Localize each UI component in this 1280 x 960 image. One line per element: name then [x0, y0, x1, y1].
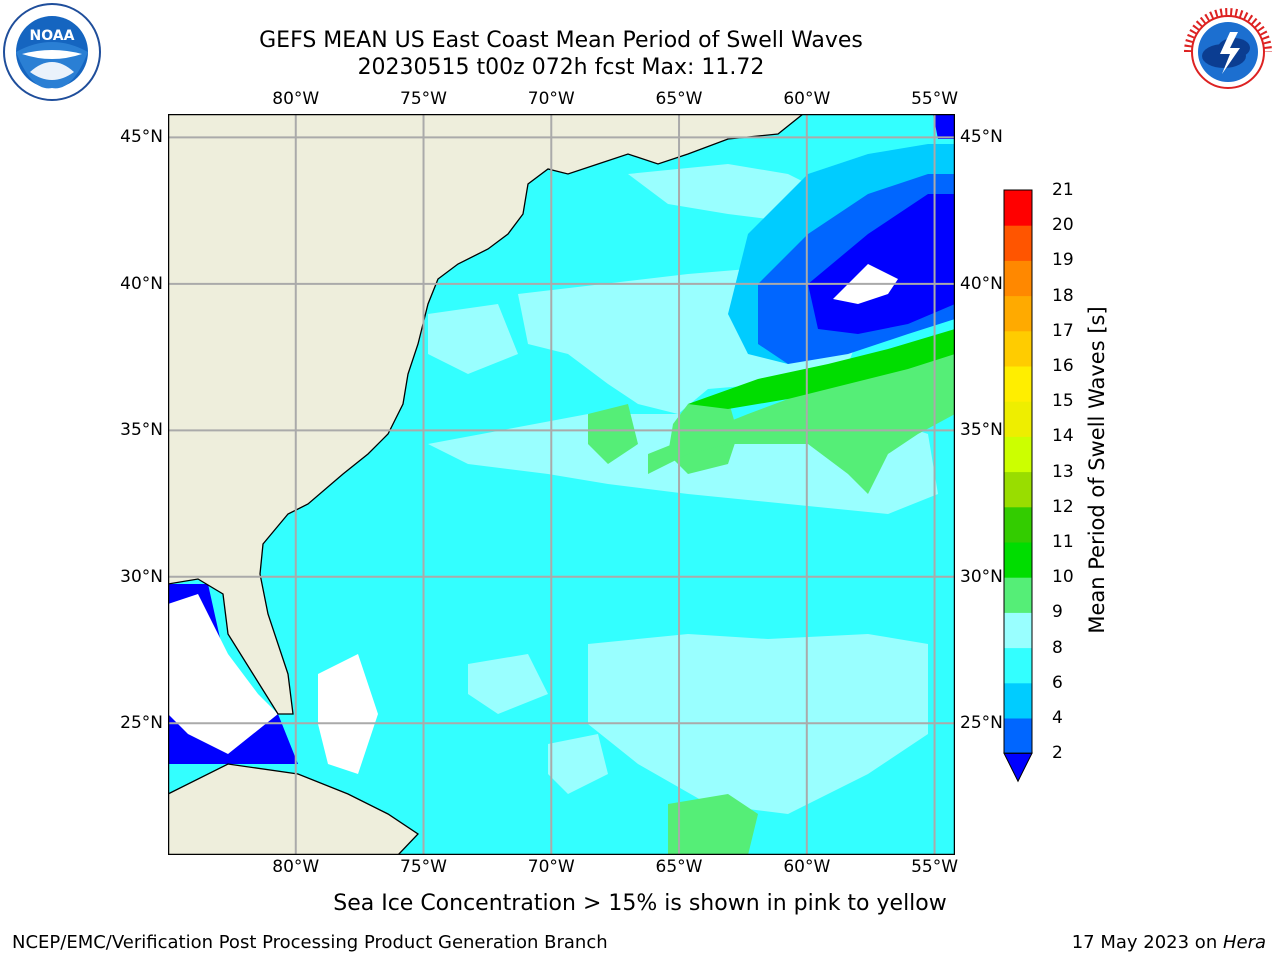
lon-tick-label: 55°W [911, 89, 959, 109]
colorbar-label: Mean Period of Swell Waves [s] [1085, 306, 1109, 634]
credit-date: 17 May 2023 on [1071, 932, 1223, 953]
lon-tick-label: 55°W [911, 857, 959, 877]
colorbar-segment [1004, 436, 1032, 473]
lon-tick-label: 80°W [272, 857, 320, 877]
lon-tick-label: 70°W [527, 857, 575, 877]
lat-tick-label: 40°N [120, 273, 163, 294]
colorbar-tick-label: 16 [1052, 356, 1074, 376]
colorbar-tick-label: 20 [1052, 215, 1074, 236]
lat-tick-label: 30°N [960, 566, 1003, 587]
colorbar-segment [1004, 295, 1032, 332]
lon-tick-label: 60°W [783, 857, 831, 877]
colorbar-segment [1004, 647, 1032, 684]
nws-logo-icon [1180, 4, 1276, 100]
colorbar-tick-label: 18 [1052, 285, 1074, 306]
period-10-11-patches [688, 329, 955, 409]
colorbar-tick-label: 14 [1052, 426, 1074, 447]
colorbar-segment [1004, 471, 1032, 508]
colorbar-under-arrow [1003, 752, 1033, 783]
lon-tick-label: 60°W [783, 89, 831, 109]
colorbar-tick-label: 15 [1052, 391, 1074, 412]
noaa-logo-text: NOAA [30, 28, 75, 44]
colorbar-segment [1004, 190, 1032, 226]
colorbar-tick-label: 21 [1052, 180, 1074, 200]
lat-tick-label: 40°N [960, 273, 1003, 294]
colorbar-outline [1003, 189, 1033, 754]
footnote: Sea Ice Concentration > 15% is shown in … [333, 891, 947, 916]
noaa-logo-icon: NOAA [3, 3, 101, 101]
lat-tick-label: 45°N [120, 127, 163, 148]
land-cuba [168, 763, 420, 855]
lon-tick-label: 65°W [655, 857, 703, 877]
colorbar-tick-label: 17 [1052, 320, 1074, 341]
colorbar-segment [1004, 225, 1032, 261]
map-panel [168, 114, 955, 855]
colorbar-segment [1004, 718, 1032, 754]
colorbar-tick-label: 2 [1052, 743, 1063, 764]
lon-tick-label: 80°W [272, 89, 320, 109]
colorbar-segment [1004, 682, 1032, 719]
colorbar-tick-label: 4 [1052, 708, 1063, 728]
lat-tick-label: 30°N [120, 566, 163, 587]
colorbar-tick-label: 19 [1052, 250, 1074, 271]
colorbar-segment [1004, 612, 1032, 649]
lon-tick-label: 65°W [655, 89, 703, 109]
land-north-america [168, 114, 805, 715]
lat-tick-label: 25°N [120, 713, 163, 734]
colorbar-segment [1004, 260, 1032, 297]
chart-title: GEFS MEAN US East Coast Mean Period of S… [259, 28, 863, 53]
colorbar-segment [1004, 542, 1032, 578]
colorbar-segment [1004, 577, 1032, 613]
colorbar-tick-label: 9 [1052, 602, 1063, 623]
lon-tick-label: 75°W [400, 857, 447, 877]
lat-tick-label: 25°N [960, 713, 1003, 734]
lat-tick-label: 35°N [120, 420, 163, 441]
lon-tick-label: 70°W [527, 89, 575, 109]
colorbar-segment [1004, 401, 1032, 437]
chart-subtitle: 20230515 t00z 072h fcst Max: 11.72 [357, 55, 765, 80]
colorbar-segment [1004, 366, 1032, 402]
lat-tick-label: 45°N [960, 127, 1003, 148]
colorbar-tick-label: 13 [1052, 461, 1074, 482]
period-9-10-patches [588, 344, 955, 855]
colorbar-tick-label: 6 [1052, 672, 1063, 693]
credit-machine: Hera [1222, 932, 1266, 953]
colorbar-segment [1004, 506, 1032, 543]
colorbar-tick-label: 8 [1052, 637, 1063, 658]
credit-right: 17 May 2023 on Hera [1072, 932, 1266, 953]
lon-tick-label: 75°W [400, 89, 447, 109]
credit-left: NCEP/EMC/Verification Post Processing Pr… [12, 932, 608, 953]
map-border [168, 114, 955, 855]
gridlines [168, 114, 955, 855]
colorbar-tick-label: 11 [1052, 532, 1074, 552]
colorbar-tick-label: 12 [1052, 496, 1074, 517]
colorbar [1003, 189, 1033, 783]
lat-tick-label: 35°N [960, 420, 1003, 441]
colorbar-tick-label: 10 [1052, 567, 1074, 588]
colorbar-segment [1004, 330, 1032, 367]
